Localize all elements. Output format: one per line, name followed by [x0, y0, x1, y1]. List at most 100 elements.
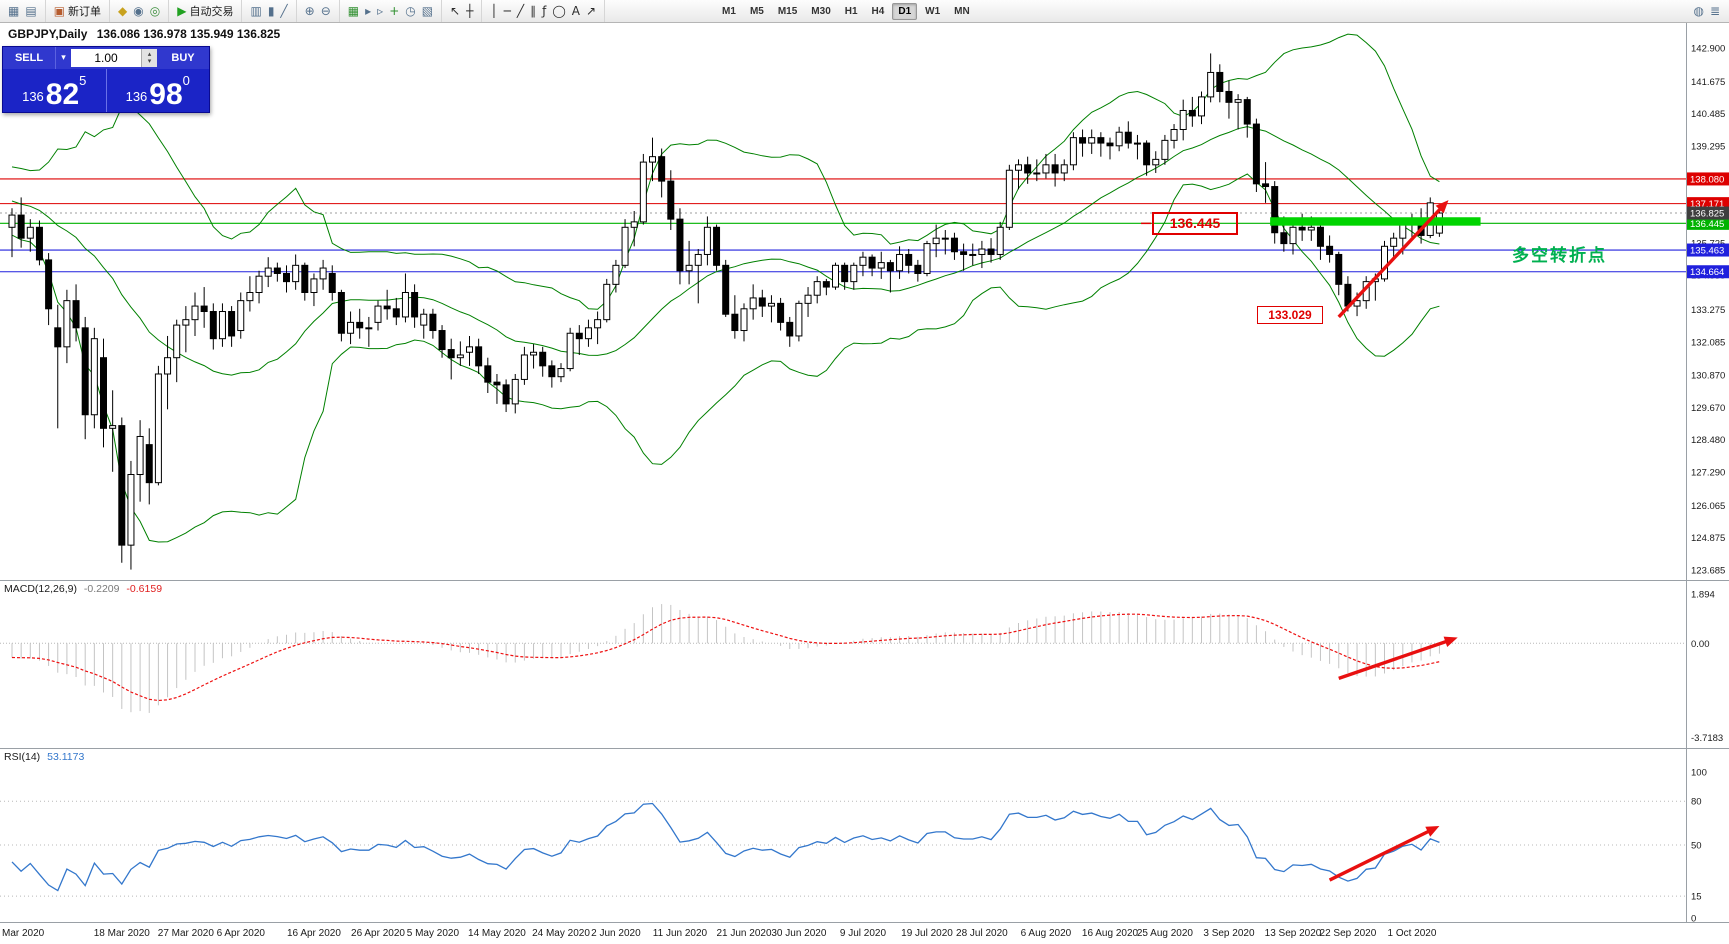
svg-text:123.685: 123.685	[1691, 566, 1725, 577]
periods-icon[interactable]: ◷	[403, 2, 417, 21]
crosshair-icon: ┼	[466, 4, 474, 18]
zoom-in-icon: ⊕	[304, 4, 315, 18]
timeframe-h1-button[interactable]: H1	[844, 5, 858, 17]
volume-input[interactable]: 1.00	[71, 49, 141, 67]
svg-text:130.870: 130.870	[1691, 370, 1725, 381]
resistance-zone-rectangle[interactable]	[1270, 217, 1481, 226]
shapes-icon[interactable]: ◯	[550, 2, 567, 21]
quick-menu-icon[interactable]: ≣	[1708, 2, 1722, 21]
timeframe-m15-button[interactable]: M15	[777, 5, 798, 17]
timeframe-mn-button[interactable]: MN	[954, 5, 970, 17]
macd-value: -0.2209	[83, 583, 120, 595]
svg-text:137.171: 137.171	[1690, 199, 1724, 210]
new-order-button[interactable]: ▣ 新订单	[52, 2, 103, 21]
cursor-icon[interactable]: ↖	[448, 2, 462, 21]
buy-button[interactable]: BUY	[157, 47, 209, 69]
volume-dropdown-icon[interactable]: ▾	[55, 47, 71, 69]
svg-text:14 May 2020: 14 May 2020	[468, 928, 526, 939]
horizontal-line-icon[interactable]: ─	[502, 2, 513, 21]
line-chart-icon[interactable]: ╱	[278, 2, 289, 21]
global-variables-icon[interactable]: ◎	[148, 2, 162, 21]
svg-text:126.065: 126.065	[1691, 501, 1725, 512]
zoom-out-icon[interactable]: ⊖	[319, 2, 333, 21]
candlestick-chart-icon: ▮	[267, 4, 275, 18]
rsi-value: 53.1173	[47, 751, 85, 763]
timeframe-m5-button[interactable]: M5	[749, 5, 764, 17]
arrows-icon[interactable]: ↗	[584, 2, 598, 21]
price-tag: 136.445	[1687, 216, 1729, 230]
svg-text:134.664: 134.664	[1690, 267, 1724, 278]
expert-advisors-icon: ◆	[118, 4, 128, 18]
history-center-icon[interactable]: ◉	[131, 2, 145, 21]
macd-signal-value: -0.6159	[126, 583, 163, 595]
svg-text:132.085: 132.085	[1691, 337, 1725, 348]
svg-text:1.894: 1.894	[1691, 590, 1715, 601]
time-axis[interactable]: Mar 2020 18 Mar 2020 27 Mar 2020 6 Apr 2020…	[2, 928, 1437, 939]
price-annotation-136445[interactable]: 136.445	[1152, 212, 1238, 235]
toolbar-group: │ ─ ╱ ∥ ƒ ◯ A ↗	[482, 0, 606, 22]
search-icon: ◍	[1693, 4, 1704, 18]
expert-advisors-icon[interactable]: ◆	[116, 2, 129, 21]
trade-controls-row: SELL ▾ 1.00 ▴ ▾ BUY	[3, 47, 209, 69]
svg-text:25 Aug 2020: 25 Aug 2020	[1137, 928, 1194, 939]
trend-arrows[interactable]	[1328, 200, 1458, 882]
volume-stepper[interactable]: ▴ ▾	[141, 49, 157, 67]
sell-button[interactable]: SELL	[3, 47, 55, 69]
zoom-in-icon[interactable]: ⊕	[303, 2, 317, 21]
svg-text:26 Apr 2020: 26 Apr 2020	[351, 928, 405, 939]
vertical-line-icon[interactable]: │	[488, 2, 499, 21]
svg-text:128.480: 128.480	[1691, 435, 1725, 446]
candlestick-chart-icon[interactable]: ▮	[266, 2, 277, 21]
text-icon: A	[571, 4, 580, 18]
templates-icon: ▧	[421, 4, 434, 18]
shapes-icon: ◯	[552, 4, 566, 18]
timeframe-w1-button[interactable]: W1	[925, 5, 941, 17]
buy-price-big: 98	[149, 78, 183, 111]
bar-chart-icon: ▥	[250, 4, 262, 18]
price-axis[interactable]: 142.900141.675140.485139.295138.105136.9…	[1691, 44, 1725, 577]
volume-increment-icon[interactable]: ▴	[147, 50, 152, 58]
toolbar-group: ◆ ◉ ◎	[110, 0, 170, 22]
rsi-axis: 100 80 50 15 0	[1691, 768, 1707, 925]
timeframe-d1-button[interactable]: D1	[892, 2, 918, 20]
timeframe-h4-button[interactable]: H4	[871, 5, 885, 17]
svg-text:80: 80	[1691, 797, 1702, 808]
autotrading-icon: ▶	[177, 4, 187, 18]
autotrading-button[interactable]: ▶ 自动交易	[175, 2, 235, 21]
auto-scroll-icon: ▸	[365, 4, 372, 18]
equidistant-channel-icon[interactable]: ∥	[528, 2, 538, 21]
auto-scroll-icon[interactable]: ▸	[363, 2, 373, 21]
equidistant-channel-icon: ∥	[530, 4, 537, 18]
buy-price[interactable]: 136 98 0	[105, 69, 210, 112]
bar-chart-icon[interactable]: ▥	[248, 2, 263, 21]
volume-decrement-icon[interactable]: ▾	[147, 57, 152, 65]
crosshair-icon[interactable]: ┼	[464, 2, 475, 21]
new-order-button-label: 新订单	[68, 6, 102, 18]
svg-text:16 Aug 2020: 16 Aug 2020	[1082, 928, 1139, 939]
search-icon[interactable]: ◍	[1691, 2, 1705, 21]
trendline-icon[interactable]: ╱	[515, 2, 526, 21]
svg-text:124.875: 124.875	[1691, 533, 1725, 544]
profiles-icon: ▤	[25, 4, 37, 18]
text-icon[interactable]: A	[570, 2, 582, 21]
svg-text:6 Aug 2020: 6 Aug 2020	[1021, 928, 1072, 939]
fibonacci-icon[interactable]: ƒ	[540, 2, 548, 21]
svg-text:1 Oct 2020: 1 Oct 2020	[1387, 928, 1436, 939]
new-chart-icon[interactable]: ▦	[6, 2, 21, 21]
turning-point-label[interactable]: 多空转折点	[1512, 246, 1607, 266]
svg-text:-3.7183: -3.7183	[1691, 733, 1723, 744]
price-annotation-133029[interactable]: 133.029	[1257, 306, 1323, 324]
chart-shift-icon[interactable]: ▹	[375, 2, 385, 21]
profiles-icon[interactable]: ▤	[23, 2, 38, 21]
sell-price[interactable]: 136 82 5	[3, 69, 106, 112]
svg-text:2 Jun 2020: 2 Jun 2020	[591, 928, 641, 939]
timeframe-m1-button[interactable]: M1	[722, 5, 736, 17]
templates-icon[interactable]: ▧	[420, 2, 435, 21]
indicators-icon[interactable]: +	[387, 2, 401, 21]
macd-name: MACD(12,26,9)	[4, 583, 77, 595]
tile-windows-icon[interactable]: ▦	[346, 2, 361, 21]
timeframe-m30-button[interactable]: M30	[811, 5, 831, 17]
global-variables-icon: ◎	[149, 4, 161, 18]
